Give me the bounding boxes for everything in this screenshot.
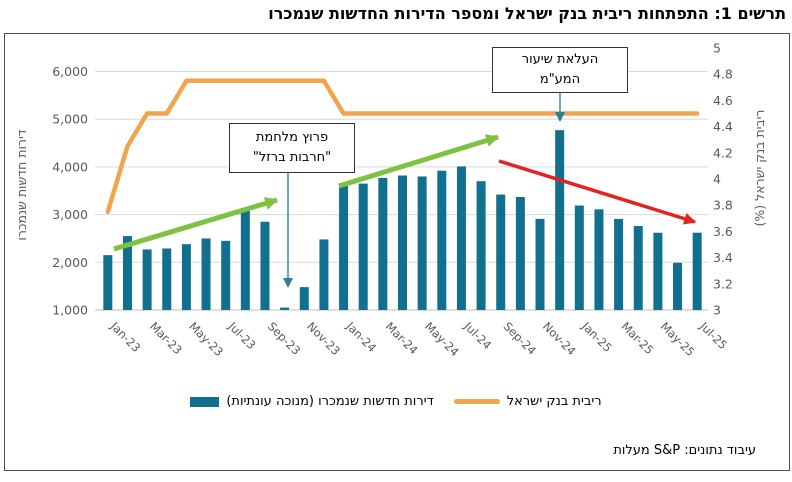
bar — [378, 177, 388, 310]
bar — [456, 166, 466, 310]
bar — [496, 194, 506, 310]
bar — [358, 183, 368, 310]
left-tick-label: 5,000 — [52, 112, 88, 127]
annotation-vat-line1: העלאת שיעור — [521, 51, 599, 67]
legend-line-label: ריבית בנק ישראל — [506, 394, 602, 409]
bar — [535, 218, 545, 310]
bar — [555, 130, 565, 310]
right-tick-label: 3.2 — [713, 276, 733, 291]
left-axis-ticks: 1,000 2,000 3,000 4,000 5,000 6,000 — [52, 64, 88, 318]
bar — [653, 232, 663, 310]
annotation-war-line2: "חרבות ברזל" — [252, 150, 332, 165]
left-tick-label: 3,000 — [52, 207, 88, 222]
trend-arrow-up — [113, 197, 279, 252]
right-tick-label: 3.6 — [713, 224, 733, 239]
x-tick-label: Jul-23 — [225, 319, 259, 353]
right-tick-label: 3.4 — [713, 250, 733, 265]
bar — [398, 175, 407, 310]
bar — [280, 307, 290, 310]
bars-series — [103, 130, 702, 310]
bar — [633, 226, 643, 310]
chart-title: תרשים 1: התפתחות ריבית בנק ישראל ומספר ה… — [268, 4, 786, 23]
bar — [201, 238, 211, 310]
left-axis-title: דירות חדשות שנמכרו — [14, 129, 29, 240]
bar — [339, 183, 349, 310]
right-axis-title: ריבית בנק ישראל (%) — [752, 110, 767, 227]
x-tick-label: Mar-23 — [147, 319, 185, 357]
right-tick-label: 3.8 — [713, 198, 733, 213]
bar — [181, 244, 191, 310]
bar — [476, 181, 486, 310]
bar — [614, 218, 624, 310]
x-tick-label: Mar-25 — [618, 319, 656, 357]
x-tick-label: May-23 — [186, 319, 226, 359]
x-tick-label: Jan-25 — [578, 319, 614, 355]
right-tick-label: 4 — [713, 172, 721, 187]
left-tick-label: 6,000 — [52, 64, 88, 79]
right-axis-ticks: 3 3.2 3.4 3.6 3.8 4 4.2 4.4 4.6 4.8 5 — [713, 41, 733, 318]
x-tick-label: Mar-24 — [383, 319, 421, 357]
legend-item-bars: דירות חדשות שנמכרו (מנוכה עונתיות) — [190, 394, 434, 409]
bar — [103, 255, 113, 310]
right-tick-label: 3 — [713, 303, 721, 318]
x-tick-label: Jan-23 — [107, 319, 143, 355]
rate-line — [105, 78, 700, 214]
x-tick-label: Jul-24 — [461, 319, 495, 353]
left-tick-label: 2,000 — [52, 255, 88, 270]
annotation-war-box: פרוץ מלחמת "חרבות ברזל" — [229, 123, 355, 173]
x-tick-label: Sep-23 — [265, 319, 304, 358]
x-tick-label: Nov-24 — [540, 319, 579, 358]
bar — [162, 248, 172, 310]
right-tick-label: 4.2 — [713, 145, 733, 160]
x-axis-ticks: Jan-23 Mar-23 May-23 Jul-23 Sep-23 Nov-23 Jan-… — [107, 319, 730, 360]
bar — [437, 170, 447, 310]
annotation-war-line1: פרוץ מלחמת — [255, 129, 329, 145]
legend: דירות חדשות שנמכרו (מנוכה עונתיות) ריבית… — [0, 394, 792, 409]
left-tick-label: 1,000 — [52, 303, 88, 318]
right-tick-label: 4.6 — [713, 93, 733, 108]
right-tick-label: 4.8 — [713, 67, 733, 82]
bar — [692, 232, 702, 310]
bar — [515, 196, 525, 310]
legend-bars-label: דירות חדשות שנמכרו (מנוכה עונתיות) — [226, 394, 434, 409]
x-tick-label: Sep-24 — [501, 319, 540, 358]
bar — [417, 176, 427, 310]
pointer-arrows — [283, 92, 565, 288]
left-tick-label: 4,000 — [52, 159, 88, 174]
right-tick-label: 5 — [713, 41, 721, 56]
annotation-vat-box: העלאת שיעור המע"מ — [492, 47, 628, 93]
trend-arrows — [113, 134, 697, 252]
bar — [142, 249, 152, 310]
bar — [299, 287, 309, 310]
x-tick-label: May-25 — [658, 319, 698, 359]
bar — [594, 209, 604, 310]
x-tick-label: Jul-25 — [696, 319, 730, 353]
legend-item-line: ריבית בנק ישראל — [453, 394, 602, 409]
annotation-vat-line2: המע"מ — [539, 72, 581, 87]
trend-arrow-down — [498, 159, 697, 225]
bars-swatch-icon — [190, 396, 220, 407]
bar — [260, 221, 270, 310]
bar — [122, 236, 132, 310]
bar — [319, 239, 329, 310]
x-tick-label: May-24 — [422, 319, 462, 359]
source-note: עיבוד נתונים: S&P מעלות — [613, 443, 756, 458]
bar — [673, 262, 683, 310]
x-tick-label: Nov-23 — [304, 319, 343, 358]
bar — [240, 210, 250, 310]
right-tick-label: 4.4 — [713, 119, 733, 134]
rate-line-swatch-icon — [453, 399, 500, 404]
trend-arrow-up — [338, 134, 500, 189]
bar — [221, 240, 231, 310]
x-tick-label: Jan-24 — [343, 319, 379, 355]
bar — [574, 205, 584, 310]
